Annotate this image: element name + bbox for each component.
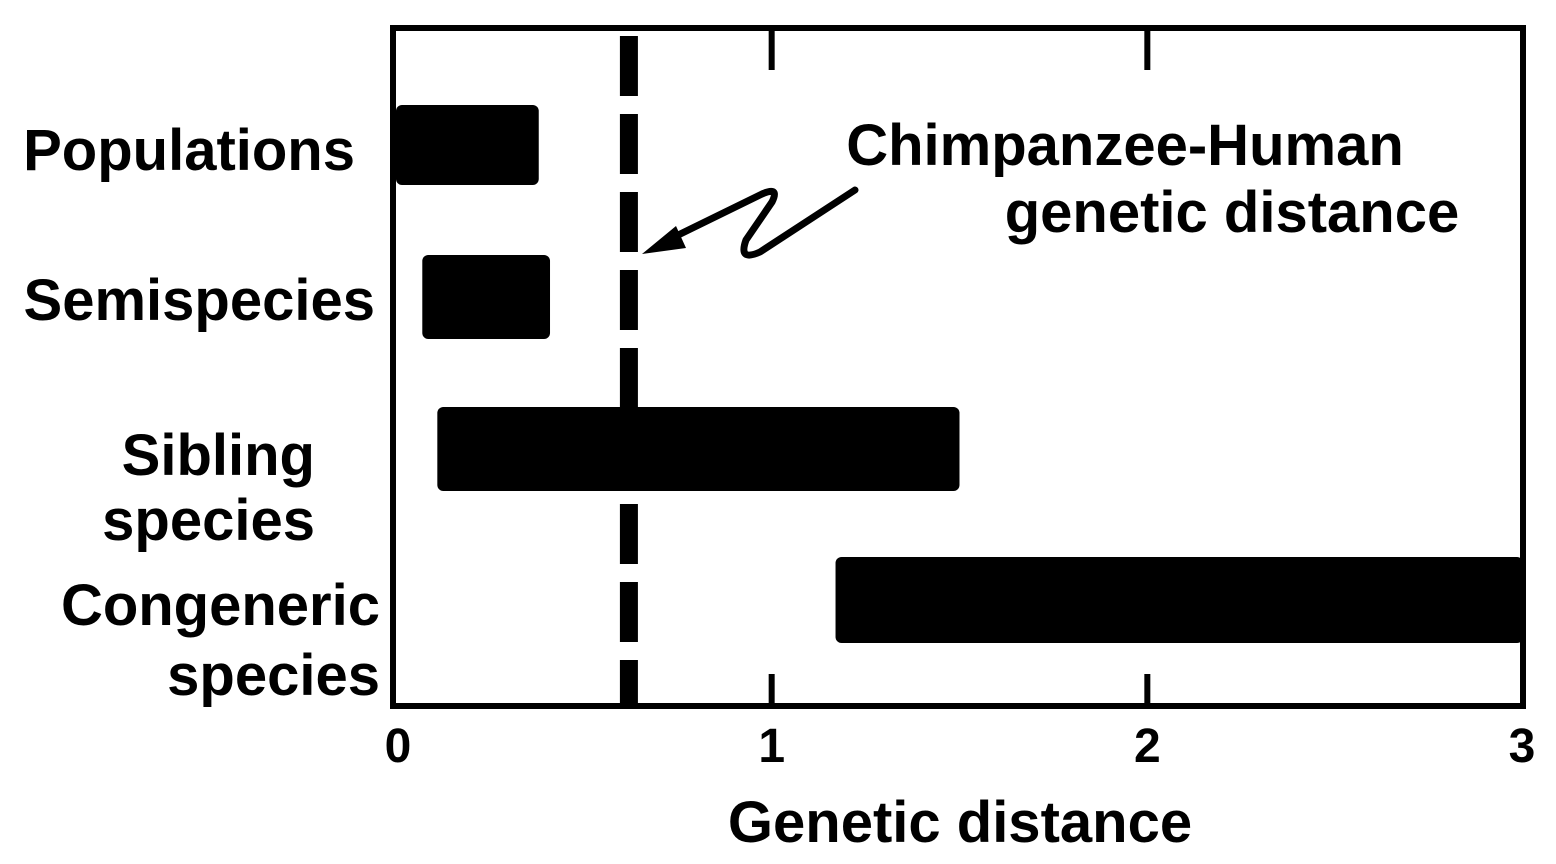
bars-group <box>396 105 1523 643</box>
category-label: species <box>102 488 315 553</box>
category-labels: PopulationsSemispeciesSiblingspeciesCong… <box>23 118 380 708</box>
reference-annotation: Chimpanzee-Human <box>846 113 1404 178</box>
tick-label: 1 <box>758 720 785 773</box>
bar-4 <box>835 557 1523 643</box>
category-label: species <box>167 643 380 708</box>
bar-2 <box>422 255 551 339</box>
plot-frame <box>390 25 1526 709</box>
bar-3 <box>437 407 960 491</box>
tick-label: 3 <box>1509 720 1536 773</box>
annotation-arrow <box>664 186 859 259</box>
x-axis-label: Genetic distance <box>728 790 1192 855</box>
category-label: Sibling <box>122 423 315 488</box>
category-label: Populations <box>23 118 355 183</box>
bar-1 <box>396 105 539 185</box>
tick-label: 2 <box>1134 720 1161 773</box>
arrow-head <box>642 226 686 254</box>
category-label: Congeneric <box>61 573 380 638</box>
reference-annotation: genetic distance <box>1005 180 1459 245</box>
x-ticks: 0 1 2 3 <box>385 28 1536 773</box>
category-label: Semispecies <box>24 268 375 333</box>
tick-label: 0 <box>385 720 412 773</box>
